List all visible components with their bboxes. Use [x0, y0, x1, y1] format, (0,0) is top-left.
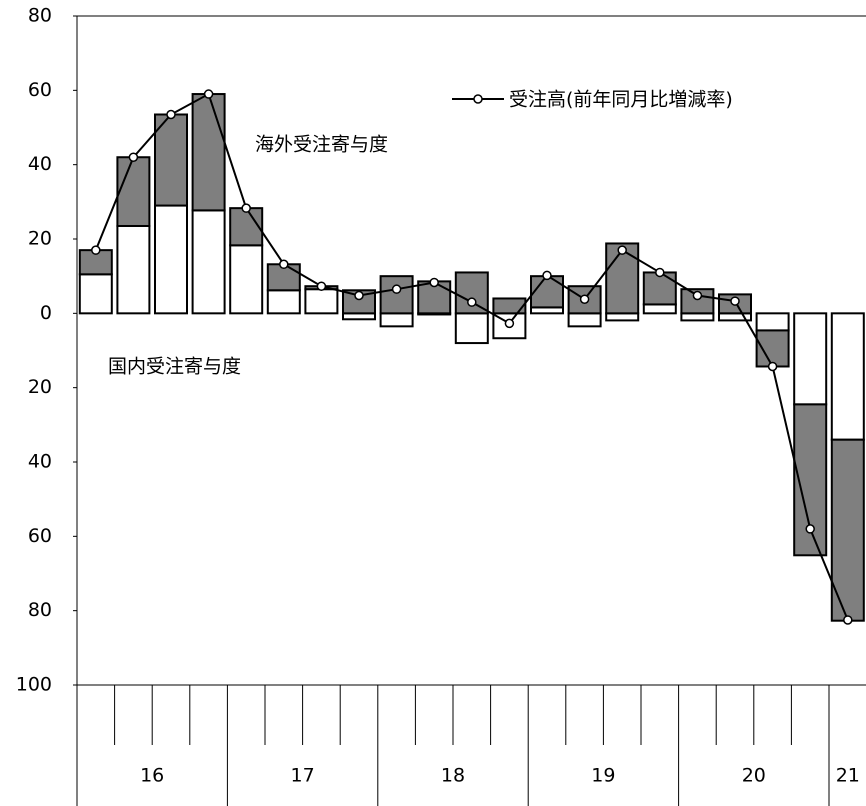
legend-label: 受注高(前年同月比増減率) [509, 89, 733, 111]
line-marker [843, 615, 853, 625]
bar [304, 288, 339, 315]
legend-marker [473, 94, 483, 104]
bar [229, 244, 264, 315]
line-marker [391, 284, 402, 294]
bar [78, 273, 113, 315]
x-group-label: 16 [140, 765, 164, 787]
y-tick-label: 60 [28, 79, 52, 101]
bar [342, 289, 376, 315]
x-group-label: 17 [291, 765, 315, 787]
bar [567, 285, 602, 315]
bar [266, 289, 301, 315]
line-marker [617, 245, 627, 255]
line-marker [241, 203, 251, 213]
line-marker [128, 152, 139, 162]
y-tick-label: 100 [16, 674, 52, 696]
y-tick-label: 20 [28, 228, 52, 250]
y-tick-label: 80 [28, 599, 52, 621]
bar [492, 297, 527, 315]
bar [191, 93, 226, 212]
y-tick-label: 60 [28, 525, 52, 547]
bar [642, 271, 677, 306]
x-group-label: 21 [836, 765, 860, 787]
x-group-label: 20 [742, 765, 766, 787]
line-marker [767, 361, 778, 372]
line-marker [91, 245, 101, 255]
x-group-label: 18 [441, 765, 465, 787]
bar [191, 209, 226, 315]
bar [793, 312, 828, 406]
bar [605, 312, 640, 322]
bar [154, 113, 188, 207]
y-tick-label: 20 [28, 376, 52, 398]
y-tick-label: 40 [28, 451, 52, 473]
bar [454, 271, 489, 315]
line-marker [279, 259, 289, 270]
line-marker [354, 290, 364, 301]
bar [379, 275, 414, 315]
bar [379, 312, 414, 328]
line-marker [579, 294, 590, 304]
line-marker [805, 524, 815, 534]
domestic-label: 国内受注寄与度 [108, 356, 241, 378]
bar [755, 312, 790, 332]
y-tick-label: 80 [28, 5, 52, 27]
line-marker [316, 281, 327, 291]
bar [154, 204, 188, 315]
line-marker [429, 277, 439, 288]
bar [642, 303, 677, 315]
bar [830, 312, 865, 441]
line-marker [504, 318, 515, 329]
line-marker [166, 109, 176, 120]
y-tick-label: 40 [28, 153, 52, 175]
line-marker [542, 270, 552, 281]
bar [680, 312, 715, 322]
overseas-label: 海外受注寄与度 [255, 134, 388, 156]
line-marker [655, 267, 665, 278]
y-tick-label: 0 [40, 302, 52, 324]
bar [530, 275, 564, 309]
bar [830, 438, 865, 622]
line-marker [467, 297, 477, 307]
bar [229, 207, 264, 247]
x-group-label: 19 [591, 765, 615, 787]
bar [605, 242, 640, 315]
line-marker [692, 290, 703, 301]
line-marker [203, 89, 214, 99]
bar [116, 156, 151, 227]
bar [116, 224, 151, 315]
bar [567, 312, 602, 328]
bar [454, 312, 489, 345]
line-marker [730, 296, 740, 306]
